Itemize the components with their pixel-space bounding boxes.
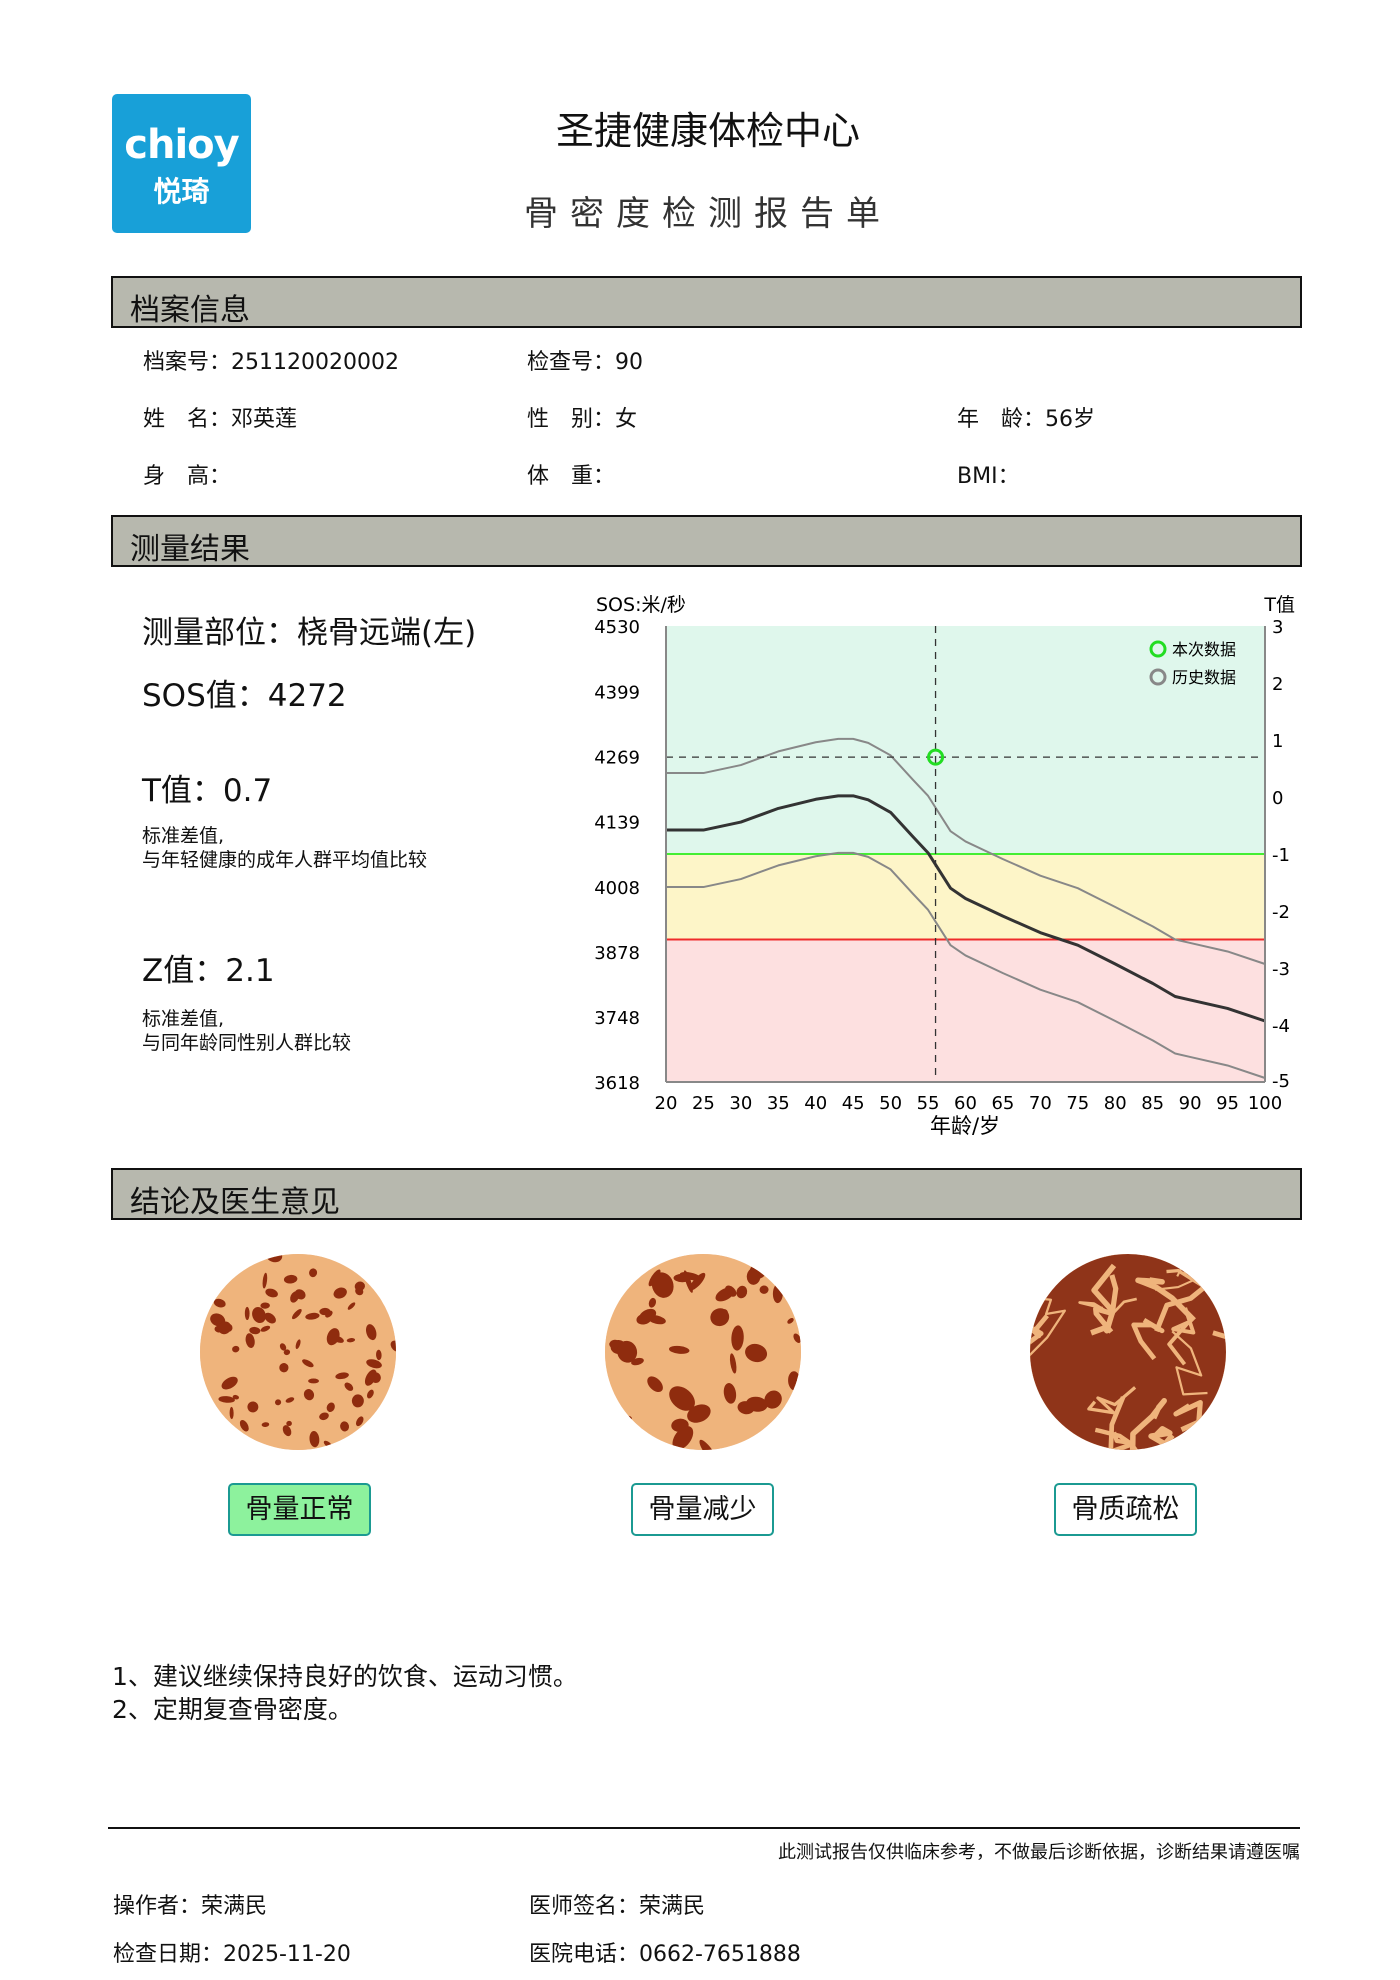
y-tick-right: 3 [1272,617,1283,638]
section-profile-header: 档案信息 [111,276,1302,328]
category-normal-button[interactable]: 骨量正常 [228,1483,371,1536]
operator: 操作者：荣满民 [113,1894,268,1919]
field-gender: 性 别：女 [527,407,638,432]
x-tick: 30 [729,1093,752,1114]
legend-current-marker [1149,640,1167,658]
bone-reduced-image [605,1254,801,1450]
z-value: Z值：2.1 [142,953,275,989]
section-title: 结论及医生意见 [130,1185,340,1220]
t-value: T值：0.7 [142,773,273,809]
section-title: 测量结果 [130,532,250,567]
logo: chioy 悦琦 [112,94,251,233]
hospital-phone: 医院电话：0662-7651888 [529,1942,801,1967]
y-tick-right: -2 [1272,902,1290,923]
zone-band [666,626,1265,854]
bone-normal-image [200,1254,396,1450]
advice-line-2: 2、定期复查骨密度。 [112,1695,353,1724]
y-tick-left: 3748 [594,1008,640,1029]
y-tick-right: -3 [1272,959,1290,980]
x-tick: 60 [954,1093,977,1114]
y-tick-right: 2 [1272,674,1283,695]
x-tick: 20 [655,1093,678,1114]
y-tick-left: 4008 [594,878,640,899]
report-title: 骨密度检测报告单 [524,194,892,234]
disclaimer: 此测试报告仅供临床参考，不做最后诊断依据，诊断结果请遵医嘱 [778,1842,1300,1863]
x-tick: 85 [1141,1093,1164,1114]
y-tick-right: -1 [1272,845,1290,866]
x-tick: 35 [767,1093,790,1114]
x-tick: 40 [804,1093,827,1114]
current-data-point [927,748,945,766]
x-axis-label: 年龄/岁 [930,1114,1000,1138]
y-tick-right: -5 [1272,1071,1290,1092]
x-tick: 55 [917,1093,940,1114]
category-reduced-button[interactable]: 骨量减少 [631,1483,774,1536]
doctor-signature: 医师签名：荣满民 [529,1894,706,1919]
x-tick: 45 [842,1093,865,1114]
field-weight: 体 重： [527,464,616,489]
advice-line-1: 1、建议继续保持良好的饮食、运动习惯。 [112,1662,578,1691]
sos-value: SOS值：4272 [142,678,347,714]
legend: 本次数据 历史数据 [1149,640,1236,687]
curve-lower [666,851,1266,1079]
logo-text-en: chioy [124,122,239,168]
field-age: 年 龄：56岁 [957,407,1096,432]
y-tick-left: 4139 [594,813,640,834]
curve-upper [666,737,1266,965]
y-tick-right: -4 [1272,1016,1290,1037]
category-osteoporosis-button[interactable]: 骨质疏松 [1054,1483,1197,1536]
curve-mean [666,794,1266,1023]
field-name: 姓 名：邓英莲 [143,407,298,432]
legend-history-marker [1149,668,1167,686]
bone-osteoporosis-image [1030,1254,1226,1450]
x-tick: 90 [1179,1093,1202,1114]
y-tick-right: 1 [1272,731,1283,752]
field-file-no: 档案号：251120020002 [143,350,399,375]
section-measurement-header: 测量结果 [111,515,1302,567]
x-tick: 95 [1216,1093,1239,1114]
x-tick: 80 [1104,1093,1127,1114]
x-tick: 100 [1248,1093,1282,1114]
section-conclusion-header: 结论及医生意见 [111,1168,1302,1220]
legend-current-label: 本次数据 [1172,640,1236,659]
y-tick-left: 4269 [594,748,640,769]
x-tick: 75 [1066,1093,1089,1114]
x-tick: 65 [991,1093,1014,1114]
x-tick: 50 [879,1093,902,1114]
zone-band [666,939,1265,1082]
y-tick-left: 3618 [594,1073,640,1094]
y-tick-right: 0 [1272,788,1283,809]
field-height: 身 高： [143,464,232,489]
logo-text-cn: 悦琦 [153,175,210,208]
y-tick-left: 3878 [594,943,640,964]
sos-chart: 453043994269413940083878374836183210-1-2… [594,594,1295,1138]
z-description: 标准差值, 与同年龄同性别人群比较 [142,1008,352,1054]
x-tick: 25 [692,1093,715,1114]
footer-divider [108,1827,1300,1829]
y-axis-right-label: T值 [1263,594,1295,616]
report-org-title: 圣捷健康体检中心 [555,109,860,153]
field-exam-no: 检查号：90 [527,350,644,375]
y-tick-left: 4399 [594,683,640,704]
t-description: 标准差值, 与年轻健康的成年人群平均值比较 [142,825,428,871]
measurement-site: 测量部位：桡骨远端(左) [142,615,477,651]
field-bmi: BMI： [957,464,1020,489]
legend-history-label: 历史数据 [1172,668,1236,687]
y-tick-left: 4530 [594,617,640,638]
y-axis-left-label: SOS:米/秒 [596,594,686,616]
section-title: 档案信息 [130,293,250,328]
x-tick: 70 [1029,1093,1052,1114]
exam-date: 检查日期：2025-11-20 [113,1942,351,1967]
